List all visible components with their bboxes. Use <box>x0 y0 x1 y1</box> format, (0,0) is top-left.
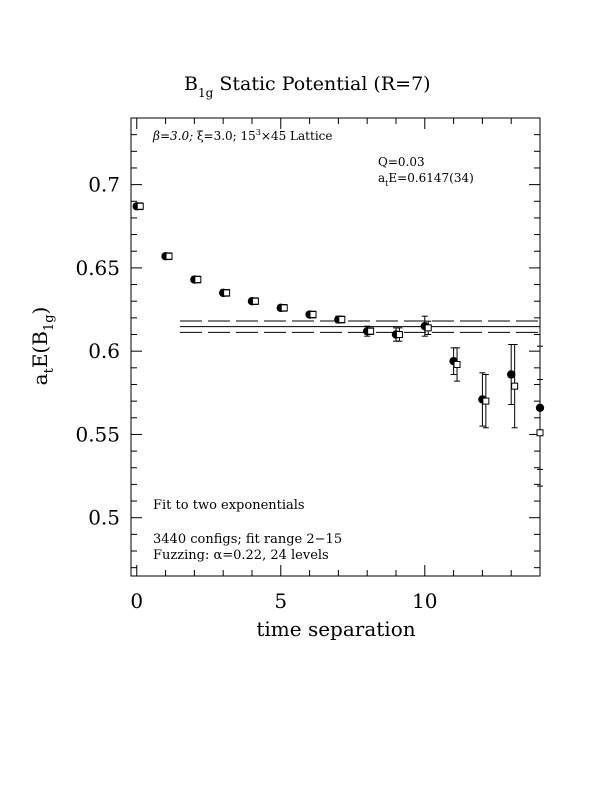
data-point-square <box>367 327 375 335</box>
data-point-square <box>309 311 317 319</box>
data-point-square <box>136 202 144 210</box>
x-axis-label: time separation <box>256 617 415 641</box>
chart-title: B1g Static Potential (R=7) <box>184 73 431 100</box>
x-tick-label: 0 <box>130 589 143 613</box>
data-point-square <box>251 297 259 305</box>
data-point-square <box>424 324 432 332</box>
fit-energy-annotation: atE=0.6147(34) <box>378 171 474 188</box>
q-annotation: Q=0.03 <box>378 155 425 169</box>
x-tick-label: 5 <box>274 589 287 613</box>
data-point-square <box>511 382 519 390</box>
data-point-square <box>395 331 403 339</box>
data-point-square <box>223 289 231 297</box>
data-point-square <box>453 360 461 368</box>
data-points <box>132 202 545 487</box>
y-axis-label: atE(B1g) <box>28 307 57 386</box>
data-point-square <box>165 252 173 260</box>
y-tick-label: 0.65 <box>75 256 120 280</box>
x-tick-label: 10 <box>412 589 437 613</box>
y-tick-label: 0.5 <box>88 506 120 530</box>
fit-type-annotation: Fit to two exponentials <box>153 498 305 513</box>
configs-annotation: 3440 configs; fit range 2−15 <box>153 532 342 547</box>
data-point-square <box>338 316 346 324</box>
fuzzing-annotation: Fuzzing: α=0.22, 24 levels <box>153 548 329 563</box>
data-point-square <box>536 429 544 437</box>
data-point-square <box>482 397 490 405</box>
tick-labels: 0 5 10 0.5 0.55 0.6 0.65 0.7 <box>75 173 437 613</box>
y-tick-label: 0.6 <box>88 339 120 363</box>
y-tick-label: 0.7 <box>88 173 120 197</box>
lattice-annotation: β=3.0; ξ=3.0; 153×45 Lattice <box>152 128 332 143</box>
axis-ticks <box>131 117 541 576</box>
data-point-square <box>280 304 288 312</box>
data-point-square <box>194 276 202 284</box>
data-point-circle <box>506 370 516 379</box>
y-tick-label: 0.55 <box>75 422 120 446</box>
fit-band <box>179 320 540 333</box>
